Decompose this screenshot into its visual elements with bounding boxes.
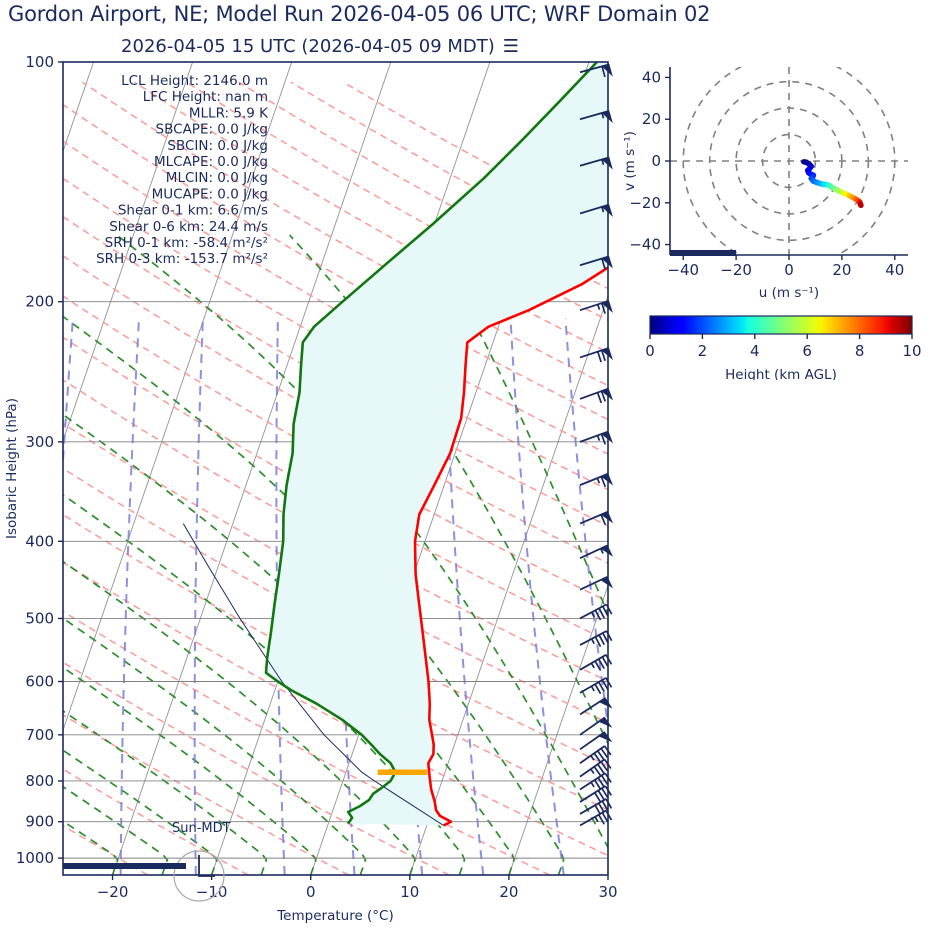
wind-barb — [579, 798, 613, 816]
colorbar-tick-label: 0 — [645, 342, 655, 360]
temperature-tick-label: −10 — [196, 883, 228, 901]
stat-line: SRH 0-3 km: -153.7 m²/s² — [96, 251, 268, 267]
subtitle: 2026-04-05 15 UTC (2026-04-05 09 MDT) ☰ — [0, 36, 640, 57]
wind-barb — [579, 473, 614, 488]
pressure-tick-label: 200 — [25, 293, 54, 311]
subtitle-text: 2026-04-05 15 UTC (2026-04-05 09 MDT) — [121, 36, 495, 57]
hodograph-u-tick: 0 — [784, 261, 794, 279]
temperature-tick-label: −20 — [97, 883, 129, 901]
hodograph-u-tick: −20 — [720, 261, 752, 279]
height-colorbar: 0 2 4 6 8 10 Height (km AGL) — [645, 315, 922, 380]
pressure-tick-label: 300 — [25, 433, 54, 451]
dewpoint-profile — [264, 62, 598, 825]
wind-barb — [579, 347, 613, 363]
wind-barb — [579, 110, 613, 124]
pressure-tick-label: 100 — [25, 53, 54, 71]
parcel-trace — [182, 523, 444, 826]
hodograph: −40 −20 0 20 40 −40 −20 0 20 40 u (m s⁻¹) v (m s⁻¹) — [622, 67, 908, 300]
pressure-tick-label: 1000 — [16, 849, 54, 867]
hodograph-x-label: u (m s⁻¹) — [759, 285, 819, 300]
stat-line: MLLR: 5.9 K — [189, 105, 269, 121]
wind-barb — [579, 430, 614, 445]
colorbar-tick-label: 4 — [750, 342, 760, 360]
hodograph-y-label: v (m s⁻¹) — [622, 131, 638, 191]
hodograph-v-tick: 40 — [642, 68, 661, 86]
pressure-tick-label: 500 — [25, 609, 54, 627]
wind-barb — [579, 63, 613, 78]
pressure-tick-label: 800 — [25, 772, 54, 790]
temperature-profile — [413, 265, 608, 827]
wind-barb — [579, 544, 614, 560]
hodograph-u-tick: 40 — [885, 261, 904, 279]
hodograph-v-tick: −40 — [629, 236, 661, 254]
pressure-tick-label: 600 — [25, 673, 54, 691]
stat-line: Shear 0-6 km: 24.4 m/s — [109, 219, 268, 235]
temperature-tick-label: 0 — [306, 883, 316, 901]
temperature-tick-label: 20 — [499, 883, 518, 901]
pressure-tick-label: 900 — [25, 813, 54, 831]
pressure-tick-label: 400 — [25, 532, 54, 550]
wind-barb — [579, 255, 613, 270]
x-axis-label: Temperature (°C) — [276, 908, 394, 924]
colorbar-tick-label: 2 — [698, 342, 708, 360]
page-title: Gordon Airport, NE; Model Run 2026-04-05… — [8, 2, 711, 26]
wind-barb — [579, 300, 613, 314]
wind-barb — [579, 654, 613, 672]
wind-barb — [579, 387, 614, 404]
hodograph-v-tick: 0 — [651, 152, 661, 170]
hodograph-v-tick: −20 — [629, 194, 661, 212]
wind-barb — [579, 603, 613, 621]
hodograph-segment — [857, 201, 864, 209]
wind-barb — [579, 576, 614, 591]
skewt-diagram: 100 200 300 400 500 600 700 800 900 1000 −20 −10 0 10… — [4, 53, 618, 924]
colorbar-gradient — [649, 315, 913, 335]
wind-barb — [579, 156, 613, 170]
colorbar-label: Height (km AGL) — [725, 367, 837, 380]
stat-line: SRH 0-1 km: -58.4 m²/s² — [105, 235, 268, 251]
stat-line: MUCAPE: 0.0 J/kg — [152, 186, 268, 202]
stat-line: LFC Height: nan m — [143, 89, 268, 105]
stat-line: Shear 0-1 km: 6.6 m/s — [118, 203, 268, 219]
pressure-tick-label: 700 — [25, 726, 54, 744]
saturation-shading — [266, 62, 608, 826]
hodograph-v-tick: 20 — [642, 110, 661, 128]
wind-barb — [579, 203, 613, 217]
colorbar-tick-label: 8 — [855, 342, 865, 360]
temperature-tick-label: 30 — [598, 883, 617, 901]
colorbar-tick-label: 10 — [902, 342, 921, 360]
stat-line: SBCIN: 0.0 J/kg — [167, 138, 268, 154]
hodograph-u-tick: 20 — [832, 261, 851, 279]
y-axis-label: Isobaric Height (hPa) — [4, 398, 20, 539]
skewt-axis-frame — [62, 61, 609, 876]
colorbar-tick-label: 6 — [802, 342, 812, 360]
wind-barb-column — [579, 63, 614, 827]
wind-barb — [579, 511, 614, 526]
sun-time-label: Sun-MDT — [172, 821, 231, 836]
temperature-tick-label: 10 — [400, 883, 419, 901]
hodograph-u-tick: −40 — [667, 261, 699, 279]
stat-line: MLCAPE: 0.0 J/kg — [154, 154, 268, 170]
wind-barb-icon: ☰ — [502, 36, 519, 57]
stat-line: LCL Height: 2146.0 m — [121, 73, 268, 89]
stat-line: SBCAPE: 0.0 J/kg — [156, 122, 268, 138]
stat-line: MLCIN: 0.0 J/kg — [166, 170, 268, 186]
sun-clock-icon — [173, 850, 225, 902]
